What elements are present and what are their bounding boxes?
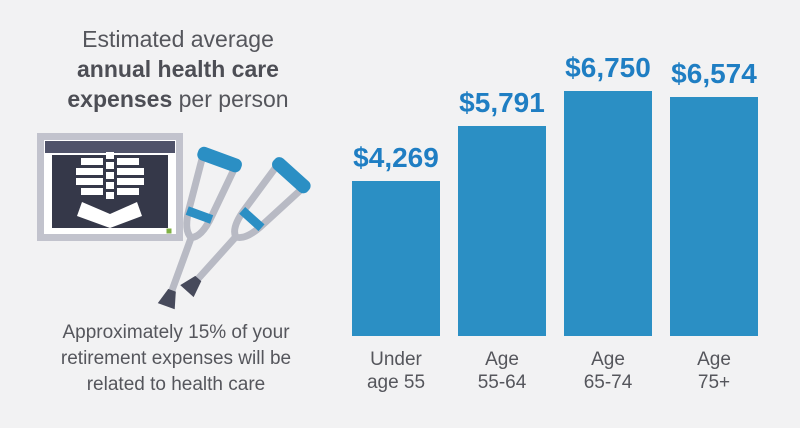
xray-crutches-illustration	[37, 133, 311, 310]
bar-column: $5,791	[458, 88, 546, 336]
title-line-2: annual health care	[77, 56, 279, 82]
crutch-left-icon	[157, 146, 242, 310]
title-line-3: expenses per person	[18, 84, 338, 114]
bar	[352, 181, 440, 336]
category-label: Under age 55	[366, 349, 426, 393]
bar-chart: $4,269 $5,791 $6,750 $6,574	[352, 0, 758, 336]
xray-scan-icon	[37, 133, 183, 241]
bar	[564, 91, 652, 336]
bar-value-label: $5,791	[459, 87, 545, 118]
bar	[670, 97, 758, 336]
category-label: Age 75+	[697, 349, 731, 393]
chart-title: Estimated average annual health care exp…	[18, 24, 338, 114]
title-line-3-rest: per person	[172, 86, 289, 112]
bar-column: $6,574	[670, 59, 758, 336]
power-led	[166, 228, 172, 234]
bar-value-label: $4,269	[353, 142, 439, 173]
bar	[458, 126, 546, 336]
bar-value-label: $6,750	[565, 52, 651, 83]
title-line-1: Estimated average	[82, 26, 274, 52]
bar-column: $6,750	[564, 53, 652, 336]
footnote: Approximately 15% of your retirement exp…	[60, 322, 292, 395]
category-label: Age 55-64	[477, 349, 527, 393]
title-line-3-bold: expenses	[67, 86, 173, 112]
category-label: Age 65-74	[583, 349, 633, 393]
bar-column: $4,269	[352, 143, 440, 336]
ribcage-graphic	[76, 152, 144, 228]
bar-value-label: $6,574	[671, 58, 757, 89]
category-axis: Under age 55 Age 55-64 Age 65-74 Age 75+	[352, 348, 758, 394]
crutch-right-icon	[180, 157, 311, 298]
